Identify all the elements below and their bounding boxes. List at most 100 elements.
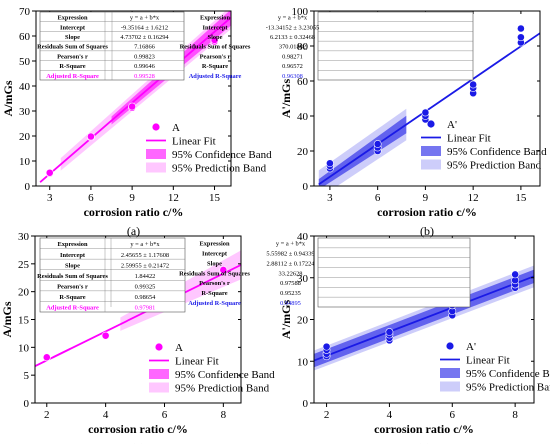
- legend-label: A: [175, 342, 183, 354]
- stats-value: 0.95235: [280, 290, 301, 297]
- x-tick-label: 3: [327, 192, 333, 204]
- legend-label: 95% Prediction Band: [466, 382, 550, 394]
- confidence-band: [318, 115, 407, 186]
- y-tick-label: 30: [297, 273, 309, 285]
- stats-label: Pearson's r: [57, 53, 88, 60]
- plot-frame: [35, 10, 232, 187]
- stats-value: y = a + b*x: [130, 15, 160, 22]
- data-point: [517, 24, 525, 33]
- legend-label: 95% Prediction Band: [447, 160, 542, 172]
- stats-label: Adjusted R-Square: [46, 305, 99, 312]
- legend-swatch-confidence: [149, 369, 169, 379]
- legend-label: 95% Prediction Band: [175, 383, 270, 395]
- y-tick-label: 40: [297, 231, 309, 243]
- x-axis-label: corrosion ratio c/%: [88, 422, 188, 436]
- x-tick-label: 3: [47, 192, 53, 204]
- stats-value: 0.97981: [135, 305, 156, 312]
- chart-panel-1: 3 6 9 12 15 0 10 20 30 40 50 60 70 corrosion ratio c/…: [1, 6, 272, 238]
- data-point: [421, 108, 430, 117]
- y-tick-label: 10: [297, 356, 309, 368]
- y-tick-label: 40: [297, 111, 309, 123]
- stats-label: Pearson's r: [57, 284, 88, 291]
- legend-label: A: [172, 122, 180, 134]
- y-axis-label: A/mGs: [0, 301, 14, 337]
- y-axis-label: A'/mGs: [279, 79, 293, 119]
- y-tick-label: 80: [297, 41, 309, 53]
- stats-label: Pearson's r: [200, 53, 231, 60]
- y-tick-label: 0: [303, 181, 309, 193]
- stats-label: Expression: [57, 15, 88, 22]
- stats-table: Expression y = a + b*x Intercept -9.35164 ±…: [37, 11, 185, 81]
- legend-swatch-confidence: [421, 146, 441, 156]
- data-point: [511, 270, 520, 279]
- stats-value: 0.96572: [282, 63, 303, 70]
- legend-swatch-prediction: [146, 162, 166, 173]
- y-tick-label: 0: [303, 398, 309, 410]
- x-axis-label: corrosion ratio c/%: [84, 205, 184, 219]
- stats-label: Intercept: [60, 24, 86, 31]
- y-tick-label: 50: [19, 56, 31, 68]
- x-tick-label: 2: [324, 409, 330, 421]
- stats-label: Expression: [57, 241, 88, 248]
- y-tick-label: 20: [297, 315, 309, 327]
- chart-panel-2: 3 6 9 12 15 0 20 40 60 80 100 corrosion ratio c/% A'…: [111, 6, 547, 238]
- data-point: [210, 36, 219, 44]
- legend-label: Linear Fit: [447, 133, 491, 145]
- data-point: [385, 328, 394, 336]
- plot-area: [314, 265, 534, 371]
- y-tick-label: 30: [18, 231, 30, 243]
- stats-label: Slope: [208, 34, 223, 41]
- y-tick-label: 0: [24, 398, 30, 410]
- data-point: [322, 342, 331, 351]
- x-tick-label: 15: [515, 192, 527, 204]
- stats-value: y = a + b*x: [130, 241, 160, 248]
- data-point: [101, 331, 110, 340]
- x-tick-label: 8: [221, 409, 227, 421]
- y-tick-label: 20: [19, 131, 31, 143]
- plot-area: [318, 24, 540, 186]
- legend-swatch-points: [446, 342, 454, 350]
- y-tick-label: 100: [292, 6, 309, 18]
- stats-label: R-Square: [59, 63, 85, 70]
- y-tick-label: 60: [19, 31, 31, 43]
- stats-table-box: [317, 11, 474, 81]
- x-tick-label: 2: [44, 409, 50, 421]
- stats-label: Adjusted R-Square: [189, 73, 242, 80]
- stats-label: Intercept: [60, 252, 86, 259]
- x-tick-label: 12: [168, 192, 179, 204]
- stats-label: Adjusted R-Square: [46, 73, 99, 80]
- stats-value: 0.98654: [135, 294, 157, 301]
- legend-label: Linear Fit: [172, 136, 216, 148]
- y-tick-label: 20: [297, 146, 309, 158]
- y-tick-label: 25: [18, 259, 30, 271]
- stats-label: Adjusted R-Square: [188, 300, 241, 307]
- stats-table: Expression y = a + b*x Intercept 5.55982 ± …: [110, 237, 471, 308]
- stats-value: 2.59955 ± 0.21472: [121, 262, 169, 269]
- stats-value: 7.16866: [134, 44, 155, 51]
- x-tick-label: 6: [88, 192, 94, 204]
- stats-value: 0.94895: [280, 300, 301, 307]
- stats-table: Expression y = a + b*x Intercept 2.45655 ± …: [37, 237, 186, 313]
- y-tick-label: 60: [297, 76, 309, 88]
- stats-value: 2.88112 ± 0.17224: [266, 260, 315, 267]
- legend-swatch-confidence: [146, 149, 166, 159]
- data-point: [469, 80, 478, 89]
- y-tick-label: 0: [25, 181, 31, 193]
- legend-label: A': [466, 341, 476, 353]
- stats-value: 370.01882: [279, 44, 306, 51]
- plot-frame: [313, 10, 541, 187]
- y-tick-label: 40: [19, 81, 31, 93]
- legend-swatch-points: [152, 123, 160, 131]
- stats-label: Slope: [65, 34, 80, 41]
- stats-value: 6.2133 ± 0.32468: [270, 34, 315, 41]
- x-tick-label: 6: [375, 192, 381, 204]
- legend-swatch-prediction: [421, 159, 441, 170]
- stats-label: Slope: [65, 262, 80, 269]
- stats-value: 2.45655 ± 1.17608: [121, 252, 169, 259]
- legend-swatch-points: [427, 120, 435, 128]
- legend-swatch-prediction: [149, 382, 169, 393]
- stats-label: Expression: [200, 15, 231, 22]
- x-axis-label: corrosion ratio c/%: [374, 422, 474, 436]
